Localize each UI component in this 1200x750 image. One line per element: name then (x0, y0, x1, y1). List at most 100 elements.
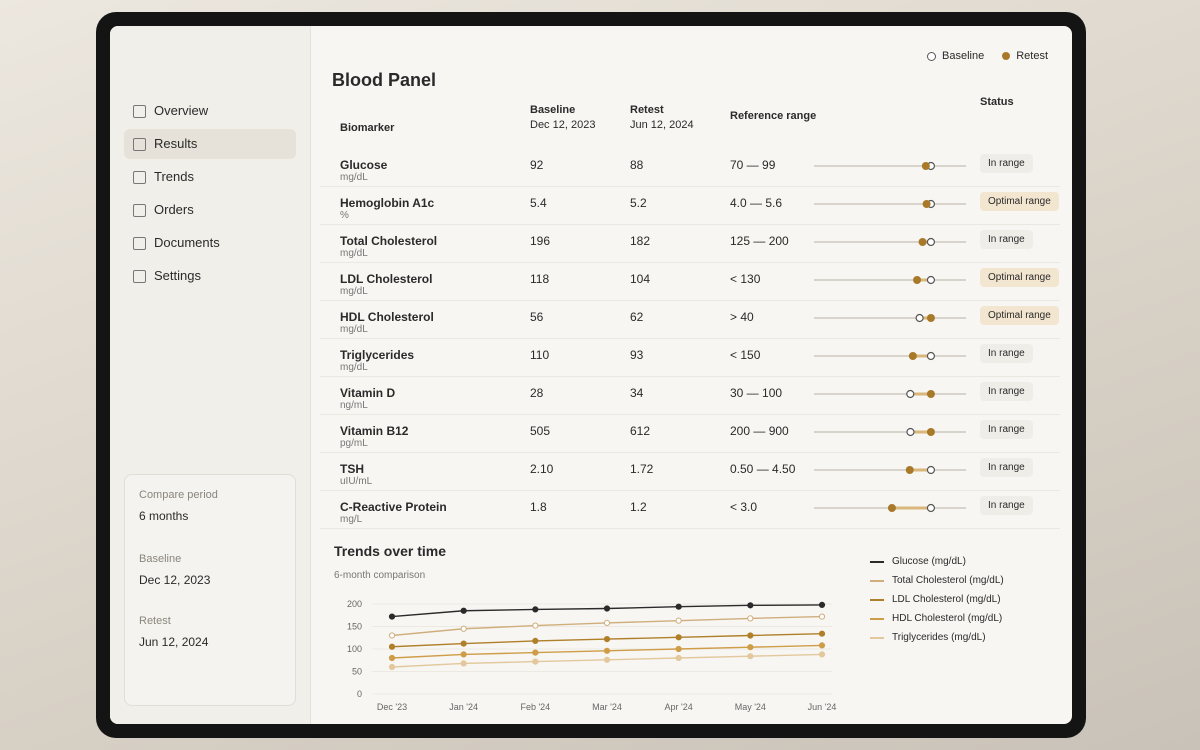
range-track (814, 237, 966, 247)
baseline-value: 92 (530, 158, 544, 172)
x-tick-label: Mar '24 (592, 702, 622, 712)
legend-swatch (870, 579, 884, 582)
series-point (675, 645, 682, 653)
nav-item[interactable]: Results (124, 129, 296, 159)
legend-swatch (870, 560, 884, 563)
biomarker-unit: % (340, 210, 349, 221)
status-badge: In range (980, 154, 1033, 173)
legend-swatch (870, 617, 884, 620)
retest-dot (926, 390, 935, 398)
baseline-value: 118 (530, 272, 550, 286)
reference-range: 200 — 900 (730, 424, 789, 438)
baseline-value: 1.8 (530, 500, 547, 514)
table-row: LDL Cholesterol mg/dL 118 104 < 130 Optimal r… (320, 262, 1060, 301)
compare-label: Compare period (139, 489, 218, 501)
legend-swatch (870, 598, 884, 601)
header-text: Baseline (530, 104, 576, 116)
baseline-value: 2.10 (530, 462, 554, 476)
header-status: Status (980, 96, 1014, 108)
series-point (747, 602, 754, 609)
biomarker-unit: mg/dL (340, 248, 368, 259)
baseline-value: 196 (530, 234, 551, 248)
range-track (814, 503, 966, 513)
chart-legend: Glucose (mg/dL) Total Cholesterol (mg/dL)… (870, 552, 1004, 647)
nav-item[interactable]: Settings (124, 261, 296, 291)
legend-label: LDL Cholesterol (mg/dL) (892, 594, 1001, 605)
y-tick-label: 0 (357, 689, 362, 699)
legend-entry: Total Cholesterol (mg/dL) (870, 571, 1004, 590)
series-point (675, 654, 682, 662)
status-badge: Optimal range (980, 192, 1059, 211)
baseline-value: 505 (530, 424, 551, 438)
table-row: HDL Cholesterol mg/dL 56 62 > 40 Optimal rang… (320, 300, 1060, 339)
header-baseline: Baseline Dec 12, 2023 (530, 104, 595, 131)
header-date: Dec 12, 2023 (530, 119, 596, 131)
compare-period[interactable]: 6 months (139, 509, 189, 523)
series-point (460, 651, 467, 658)
retest-dot (926, 428, 935, 436)
series-point (675, 603, 682, 610)
legend-item: Baseline (927, 50, 984, 62)
legend-label: HDL Cholesterol (mg/dL) (892, 613, 1003, 624)
x-tick-label: Jan '24 (449, 702, 478, 712)
table-row: Total Cholesterol mg/dL 196 182 125 — 200 In … (320, 224, 1060, 263)
series-point (388, 663, 396, 671)
series-point (818, 613, 826, 620)
retest-date: Jun 12, 2024 (139, 635, 209, 649)
reference-range: < 150 (730, 348, 761, 362)
biomarker-name: LDL Cholesterol (340, 272, 433, 286)
series-point (747, 632, 754, 639)
series-point (388, 613, 396, 620)
biomarker-unit: uIU/mL (340, 476, 373, 487)
legend-entry: Triglycerides (mg/dL) (870, 628, 1004, 647)
biomarker-name: Hemoglobin A1c (340, 196, 435, 210)
retest-dot (921, 162, 930, 170)
series-point (603, 656, 611, 663)
legend-entry: HDL Cholesterol (mg/dL) (870, 609, 1004, 628)
retest-dot (908, 352, 917, 360)
series-point (603, 605, 611, 612)
range-track (814, 275, 966, 285)
retest-value: 1.72 (630, 462, 654, 476)
retest-dot (887, 504, 896, 512)
series-point (818, 642, 826, 649)
retest-value: 62 (630, 310, 644, 324)
y-tick-label: 200 (347, 599, 362, 609)
status-badge: Optimal range (980, 268, 1059, 287)
nav-item[interactable]: Overview (124, 96, 296, 126)
page-title: Blood Panel (332, 70, 437, 90)
series-point (460, 625, 467, 632)
retest-dot (913, 276, 922, 284)
series-point (532, 622, 539, 629)
series-point (460, 660, 467, 667)
retest-dot (926, 314, 935, 322)
biomarker-name: Total Cholesterol (340, 234, 438, 248)
retest-value: 88 (630, 158, 644, 172)
biomarker-name: C-Reactive Protein (340, 500, 447, 514)
biomarker-unit: mg/dL (340, 286, 368, 297)
series-point (532, 649, 539, 656)
baseline-dot (915, 313, 924, 323)
status-badge: In range (980, 496, 1033, 515)
retest-value: 612 (630, 424, 651, 438)
biomarker-name: Vitamin B12 (340, 424, 409, 438)
baseline-dot (926, 503, 936, 513)
series-point (388, 632, 396, 639)
range-legend: Baseline Retest (927, 50, 1048, 62)
range-track (814, 161, 966, 171)
y-tick-label: 100 (347, 644, 362, 654)
series-point (675, 634, 682, 641)
retest-value: 5.2 (630, 196, 647, 210)
retest-dot (905, 466, 914, 474)
reference-range: 70 — 99 (730, 158, 776, 172)
baseline-dot (906, 389, 915, 399)
nav-item[interactable]: Trends (124, 162, 296, 192)
baseline-date: Dec 12, 2023 (139, 573, 211, 587)
biomarker-unit: mg/dL (340, 324, 368, 335)
y-tick-label: 150 (347, 622, 362, 632)
nav-item[interactable]: Documents (124, 228, 296, 258)
nav-item[interactable]: Orders (124, 195, 296, 225)
legend-swatch (870, 636, 884, 639)
